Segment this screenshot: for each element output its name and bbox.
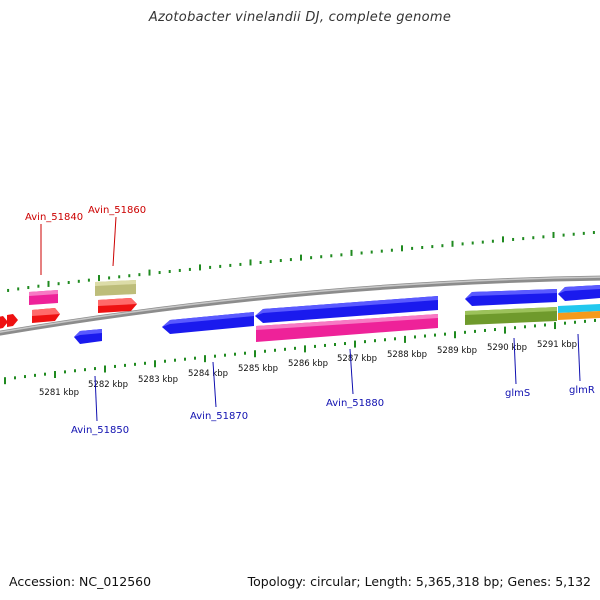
gene-leader-line bbox=[94, 375, 98, 422]
ruler-label: 5287 kbp bbox=[337, 354, 377, 364]
gene-label[interactable]: Avin_51840 bbox=[25, 212, 83, 223]
accession-label: Accession: NC_012560 bbox=[9, 574, 152, 589]
gene-avin-51870[interactable] bbox=[162, 312, 254, 334]
gene-avin-51860[interactable] bbox=[95, 280, 136, 296]
genome-backbone-highlight bbox=[0, 276, 600, 333]
gene-leader-line bbox=[513, 337, 517, 385]
gene-label[interactable]: glmS bbox=[505, 388, 530, 399]
map-title: Azotobacter vinelandii DJ, complete geno… bbox=[148, 10, 452, 25]
gene-avin-51850[interactable] bbox=[74, 329, 102, 344]
gene-avin-51880-minus[interactable] bbox=[255, 296, 438, 323]
genome-summary: Topology: circular; Length: 5,365,318 bp… bbox=[247, 574, 591, 589]
ruler-label: 5282 kbp bbox=[88, 380, 128, 390]
gene-blue-glms-upper[interactable] bbox=[465, 289, 557, 306]
gene-avin-51840[interactable] bbox=[29, 290, 58, 305]
minus-strand-genes bbox=[74, 285, 600, 344]
gene-red-a[interactable] bbox=[32, 308, 60, 323]
plus-strand-genes bbox=[0, 280, 600, 342]
ruler-label: 5281 kbp bbox=[39, 388, 79, 398]
gene-label[interactable]: Avin_51860 bbox=[88, 205, 146, 216]
ruler-labels: 5281 kbp 5282 kbp 5283 kbp 5284 kbp 5285 kbp… bbox=[39, 340, 577, 398]
gene-label[interactable]: Avin_51850 bbox=[71, 425, 129, 436]
genome-backbone bbox=[0, 275, 600, 336]
inner-tick-track bbox=[4, 318, 596, 385]
gene-leader-line bbox=[349, 348, 354, 395]
ruler-label: 5288 kbp bbox=[387, 350, 427, 360]
ruler-label: 5290 kbp bbox=[487, 343, 527, 353]
gene-leader-line bbox=[112, 216, 117, 267]
ruler-label: 5285 kbp bbox=[238, 364, 278, 374]
ruler-label: 5286 kbp bbox=[288, 359, 328, 369]
gene-blue-edge[interactable] bbox=[558, 285, 600, 301]
gene-red-b[interactable] bbox=[98, 298, 137, 313]
gene-glms[interactable] bbox=[465, 307, 557, 325]
gene-leader-line bbox=[212, 361, 217, 408]
gene-cyan[interactable] bbox=[558, 304, 600, 313]
gene-label[interactable]: Avin_51880 bbox=[326, 398, 384, 409]
gene-labels: Avin_51840 Avin_51860 Avin_51850 Avin_51870… bbox=[25, 205, 595, 436]
ruler-label: 5289 kbp bbox=[437, 346, 477, 356]
gene-orange[interactable] bbox=[558, 311, 600, 320]
ruler-label: 5291 kbp bbox=[537, 340, 577, 350]
gene-avin-51880-plus[interactable] bbox=[256, 314, 438, 342]
ruler-label: 5283 kbp bbox=[138, 375, 178, 385]
ruler-label: 5284 kbp bbox=[188, 369, 228, 379]
gene-red-edge-2[interactable] bbox=[7, 314, 18, 327]
gene-label[interactable]: Avin_51870 bbox=[190, 411, 248, 422]
gene-label[interactable]: glmR bbox=[569, 385, 595, 396]
gene-red-edge-1[interactable] bbox=[0, 316, 8, 329]
outer-tick-track bbox=[7, 231, 595, 292]
gene-leader-line bbox=[577, 333, 581, 382]
